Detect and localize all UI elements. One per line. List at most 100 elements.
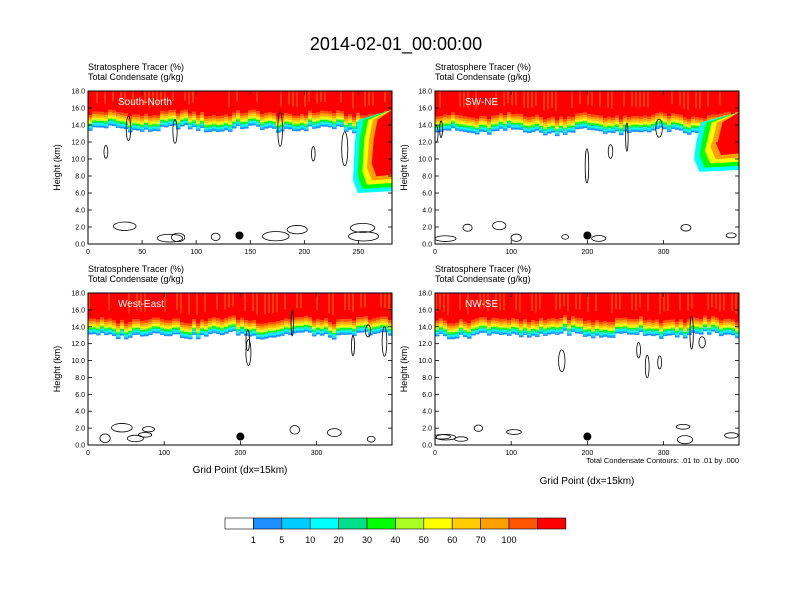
tracer-cell xyxy=(583,293,588,322)
tracer-cell xyxy=(184,115,189,118)
tracer-cell xyxy=(216,323,221,325)
tracer-cell xyxy=(627,326,632,328)
tracer-cell xyxy=(691,128,696,130)
tracer-cell xyxy=(603,331,608,333)
tracer-cell xyxy=(611,324,616,327)
tracer-cell xyxy=(168,117,173,120)
tracer-cell xyxy=(120,122,125,125)
tracer-cell xyxy=(687,123,692,126)
tracer-cell xyxy=(148,323,153,326)
tracer-cell xyxy=(272,122,277,124)
tracer-cell xyxy=(184,334,189,336)
y-tick-label: 8.0 xyxy=(75,375,85,382)
tracer-cell xyxy=(180,115,185,118)
tracer-cell xyxy=(695,325,700,328)
tracer-cell xyxy=(260,119,265,121)
tracer-cell xyxy=(579,332,584,334)
tracer-cell xyxy=(623,325,628,327)
tracer-cell xyxy=(647,332,652,334)
tracer-cell xyxy=(735,332,739,335)
tracer-cell xyxy=(292,320,297,323)
tracer-cell xyxy=(643,328,648,330)
tracer-cell xyxy=(503,293,505,310)
tracer-cell xyxy=(603,333,608,336)
condensate-contours xyxy=(99,310,388,444)
tracer-cell xyxy=(260,336,265,338)
tracer-cell xyxy=(479,328,484,330)
tracer-cell xyxy=(128,124,133,126)
tracer-cell xyxy=(591,325,596,328)
tracer-cell xyxy=(563,322,568,324)
tracer-cell xyxy=(595,122,600,124)
tracer-cell xyxy=(587,123,592,125)
tracer-cell xyxy=(208,126,213,128)
tracer-cell xyxy=(519,116,524,119)
tracer-cell xyxy=(328,91,333,112)
tracer-cell xyxy=(172,112,177,115)
condensate-contour xyxy=(439,120,443,138)
tracer-cell xyxy=(535,327,540,330)
tracer-cell xyxy=(459,127,464,129)
tracer-cell xyxy=(563,131,568,134)
x-tick-label: 200 xyxy=(582,249,594,256)
y-tick-label: 12.0 xyxy=(418,140,432,147)
tracer-cell xyxy=(216,325,221,328)
tracer-cell xyxy=(539,328,544,330)
tracer-cell xyxy=(543,132,548,134)
tracer-cell xyxy=(172,326,177,328)
tracer-cell xyxy=(196,331,201,333)
tracer-cell xyxy=(547,318,552,322)
tracer-cell xyxy=(515,113,520,117)
tracer-cell xyxy=(268,329,273,331)
tracer-cell xyxy=(284,327,289,329)
tracer-cell xyxy=(132,120,137,123)
tracer-cell xyxy=(88,321,93,324)
tracer-cell xyxy=(120,120,125,122)
tracer-cell xyxy=(467,331,472,334)
tracer-cell xyxy=(647,130,652,133)
tracer-cell xyxy=(140,128,145,131)
tracer-cell xyxy=(148,128,153,131)
tracer-cell xyxy=(304,322,309,324)
tracer-cell xyxy=(136,323,141,326)
tracer-cell xyxy=(479,123,484,125)
tracer-cell xyxy=(655,125,660,128)
tracer-cell xyxy=(112,333,117,335)
tracer-cell xyxy=(503,117,508,120)
tracer-cell xyxy=(140,327,145,329)
tracer-cell xyxy=(328,121,333,124)
tracer-cell xyxy=(244,124,249,126)
tracer-cell xyxy=(328,332,333,334)
tracer-cell xyxy=(659,122,664,124)
tracer-cell xyxy=(663,116,668,119)
tracer-cell xyxy=(659,119,664,121)
tracer-cell xyxy=(527,329,532,331)
tracer-cell xyxy=(284,320,289,324)
tracer-cell xyxy=(340,125,345,128)
tracer-cell xyxy=(112,326,117,328)
tracer-cell xyxy=(132,325,137,327)
tracer-cell xyxy=(527,123,532,126)
tracer-cell xyxy=(292,317,297,321)
tracer-cell xyxy=(459,325,464,327)
tracer-cell xyxy=(344,319,349,322)
tracer-cell xyxy=(479,130,484,132)
tracer-cell xyxy=(172,118,177,121)
tracer-cell xyxy=(168,123,173,125)
tracer-cell xyxy=(192,125,197,128)
tracer-cell xyxy=(348,332,353,335)
tracer-cell xyxy=(727,323,732,326)
tracer-cell xyxy=(659,91,664,112)
tracer-cell xyxy=(675,334,680,336)
tracer-cell xyxy=(571,91,573,109)
tracer-cell xyxy=(152,124,157,126)
tracer-cell xyxy=(515,118,520,121)
tracer-cell xyxy=(639,324,644,326)
tracer-cell xyxy=(124,115,129,119)
tracer-cell xyxy=(483,331,488,333)
tracer-cell xyxy=(727,332,732,335)
tracer-cell xyxy=(144,120,149,122)
tracer-cell xyxy=(320,110,325,114)
tracer-cell xyxy=(288,325,293,327)
tracer-cell xyxy=(647,331,652,333)
